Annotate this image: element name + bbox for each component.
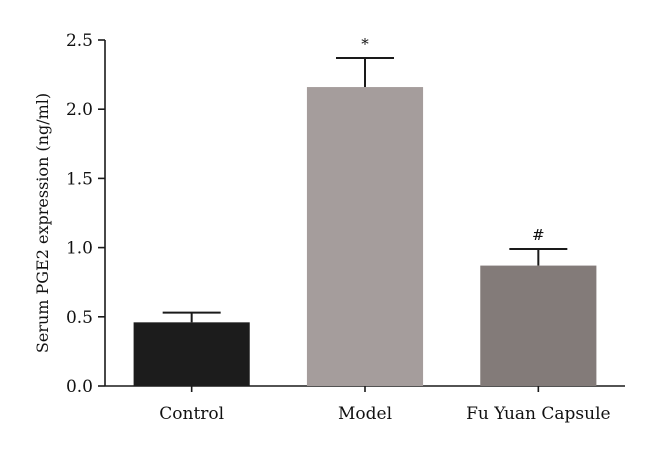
bar xyxy=(133,322,250,386)
y-tick-label: 2.0 xyxy=(66,100,93,120)
x-tick-label: Model xyxy=(338,404,392,424)
x-tick-label: Control xyxy=(159,404,224,424)
x-tick-label: Fu Yuan Capsule xyxy=(466,404,611,424)
y-tick-label: 0.5 xyxy=(66,308,93,328)
y-tick-label: 0.0 xyxy=(66,377,93,397)
y-tick-label: 1.0 xyxy=(66,239,93,259)
significance-marker: * xyxy=(361,35,369,53)
bar xyxy=(480,265,597,386)
y-tick-label: 2.5 xyxy=(66,31,93,51)
y-tick-label: 1.5 xyxy=(66,169,93,189)
y-axis: 0.0 0.5 1.0 1.5 2.0 2.5 xyxy=(66,31,106,397)
bar xyxy=(306,87,424,386)
bars: *# xyxy=(133,35,597,386)
significance-marker: # xyxy=(532,226,545,244)
y-axis-label: Serum PGE2 expression (ng/ml) xyxy=(33,93,52,353)
x-axis: Control Model Fu Yuan Capsule xyxy=(105,385,625,424)
